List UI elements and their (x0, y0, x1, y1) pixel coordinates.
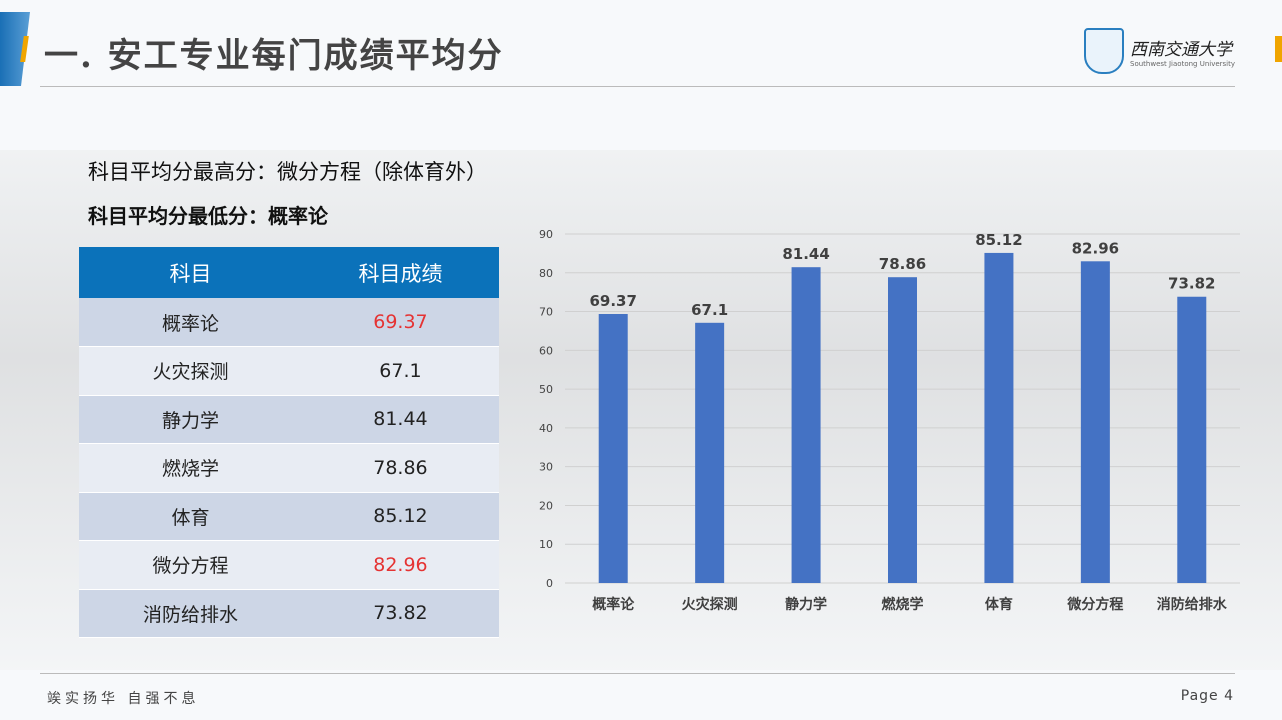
y-tick-label: 10 (539, 538, 553, 551)
bar (598, 313, 628, 583)
subject-cell: 燃烧学 (79, 443, 302, 493)
table-row: 消防给排水 73.82 (79, 589, 499, 638)
subject-cell: 概率论 (79, 298, 302, 347)
y-tick-label: 30 (539, 461, 553, 474)
logo-name-en: Southwest Jiaotong University (1130, 59, 1236, 68)
score-cell: 81.44 (301, 395, 499, 444)
university-logo: 西南交通大学 Southwest Jiaotong University (1084, 28, 1235, 74)
x-tick-label: 体育 (985, 596, 1013, 613)
y-tick-label: 40 (539, 422, 553, 435)
score-cell: 85.12 (301, 492, 499, 541)
score-cell: 78.86 (301, 443, 499, 493)
y-tick-label: 90 (539, 228, 553, 241)
footer-motto: 竢实扬华 自强不息 (47, 691, 200, 707)
y-tick-label: 60 (539, 344, 553, 357)
table-row: 概率论 69.37 (79, 298, 499, 347)
header-divider (40, 86, 1235, 87)
table-row: 微分方程 82.96 (79, 540, 499, 590)
y-tick-label: 20 (539, 499, 553, 512)
data-label: 81.44 (782, 245, 829, 263)
y-tick-label: 70 (539, 306, 553, 319)
footer-divider (40, 673, 1235, 674)
bar (888, 277, 917, 583)
y-tick-label: 0 (546, 577, 553, 590)
col-header-score: 科目成绩 (301, 247, 499, 298)
subject-cell: 消防给排水 (79, 589, 302, 638)
bar (1177, 296, 1207, 583)
x-tick-label: 燃烧学 (882, 596, 924, 613)
lowest-note: 科目平均分最低分：概率论 (88, 204, 328, 228)
x-tick-label: 火灾探测 (682, 596, 738, 613)
data-label: 85.12 (975, 231, 1022, 249)
bar (984, 252, 1014, 583)
x-tick-label: 概率论 (592, 596, 635, 613)
data-label: 73.82 (1168, 275, 1215, 293)
bar (1080, 261, 1110, 583)
score-cell: 67.1 (301, 346, 499, 396)
table-row: 燃烧学 78.86 (79, 443, 499, 493)
data-label: 67.1 (691, 301, 728, 319)
bar (695, 322, 725, 583)
subject-cell: 静力学 (79, 395, 302, 444)
y-tick-label: 50 (539, 383, 553, 396)
page-number: Page 4 (1180, 688, 1234, 704)
y-tick-label: 80 (539, 267, 553, 280)
university-seal-icon (1084, 28, 1124, 74)
subject-cell: 体育 (79, 492, 302, 541)
subject-cell: 火灾探测 (79, 346, 302, 396)
slide-title: 一. 安工专业每门成绩平均分 (44, 36, 504, 76)
subject-cell: 微分方程 (79, 540, 302, 590)
table-row: 静力学 81.44 (79, 395, 499, 444)
score-cell: 82.96 (301, 540, 499, 590)
data-label: 82.96 (1072, 239, 1119, 257)
score-cell: 69.37 (301, 298, 499, 347)
data-label: 69.37 (589, 292, 636, 310)
col-header-subject: 科目 (79, 247, 302, 298)
data-label: 78.86 (879, 255, 926, 273)
logo-name-cn: 西南交通大学 (1130, 39, 1232, 60)
right-accent-stripe (1275, 36, 1282, 62)
x-tick-label: 微分方程 (1066, 596, 1123, 613)
table-row: 体育 85.12 (79, 492, 499, 541)
score-cell: 73.82 (301, 589, 499, 638)
x-tick-label: 消防给排水 (1157, 596, 1228, 613)
bar-chart: 0 10 20 30 40 50 60 70 80 90 69.37 概率论 67.1 火灾探测 81.44… (539, 228, 1240, 613)
scores-table: 科目 科目成绩 概率论 69.37 火灾探测 67.1 静力学 81.44 燃烧学 78.86 体… (79, 247, 499, 638)
bar (791, 267, 821, 583)
highest-note: 科目平均分最高分：微分方程（除体育外） (88, 160, 487, 184)
table-row: 火灾探测 67.1 (79, 346, 499, 396)
x-tick-label: 静力学 (785, 596, 827, 613)
